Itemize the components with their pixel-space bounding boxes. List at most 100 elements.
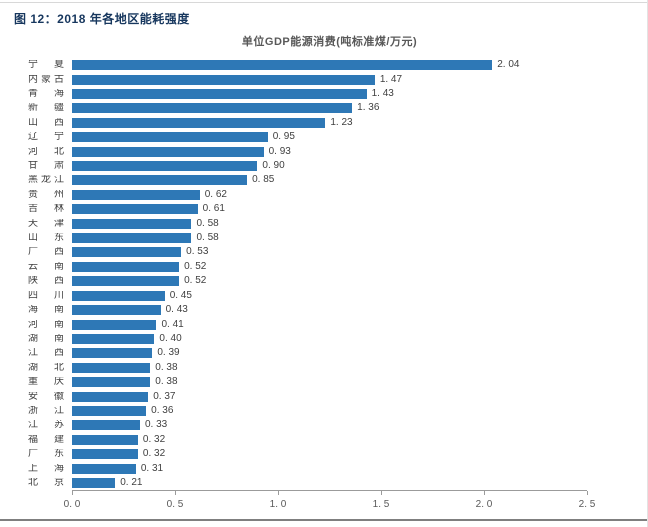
value-label: 0. 62 [204, 188, 227, 200]
category-label: 福建 [28, 434, 64, 445]
bar [72, 161, 258, 172]
bar [72, 333, 155, 344]
category-label: 内蒙古 [28, 74, 64, 85]
x-axis-tick [484, 491, 485, 495]
bar [72, 377, 151, 388]
bar-row: 云南 0. 52 [0, 260, 647, 274]
value-label: 0. 40 [159, 332, 182, 344]
category-label: 北京 [28, 477, 64, 488]
bar [72, 132, 268, 143]
bar-row: 宁夏 2. 04 [0, 58, 647, 72]
x-axis-tick-label: 0. 0 [63, 499, 81, 510]
bar [72, 405, 147, 416]
value-label: 0. 38 [155, 376, 178, 388]
category-label: 广东 [28, 449, 64, 460]
bar [72, 247, 182, 258]
bar-row: 重庆 0. 38 [0, 375, 647, 389]
top-rule [0, 2, 647, 3]
bar [72, 420, 140, 431]
bar [72, 463, 136, 474]
value-label: 1. 36 [357, 102, 380, 114]
category-label: 浙江 [28, 405, 64, 416]
bar-row: 福建 0. 32 [0, 433, 647, 447]
bar-row: 湖南 0. 40 [0, 332, 647, 346]
bar [72, 175, 248, 186]
category-label: 山西 [28, 117, 64, 128]
value-label: 0. 36 [151, 404, 174, 416]
value-label: 1. 23 [330, 116, 353, 128]
bar [72, 449, 138, 460]
value-label: 0. 90 [262, 160, 285, 172]
bar-row: 河北 0. 93 [0, 144, 647, 158]
bar [72, 261, 180, 272]
category-label: 安徽 [28, 391, 64, 402]
bar [72, 477, 116, 488]
bar-row: 山西 1. 23 [0, 116, 647, 130]
value-label: 0. 58 [196, 232, 219, 244]
value-label: 0. 31 [140, 462, 164, 474]
bar [72, 218, 192, 229]
bar-row: 辽宁 0. 95 [0, 130, 647, 144]
bar-row: 青海 1. 43 [0, 87, 647, 101]
x-axis-tick [381, 491, 382, 495]
value-label: 0. 52 [184, 260, 207, 272]
bar-row: 北京 0. 21 [0, 476, 647, 490]
category-label: 上海 [28, 463, 64, 474]
x-axis-tick [278, 491, 279, 495]
x-axis-tick-label: 1. 5 [372, 499, 390, 510]
bar [72, 348, 153, 359]
category-label: 江西 [28, 348, 64, 359]
bar [72, 189, 200, 200]
value-label: 0. 85 [252, 174, 275, 186]
category-label: 河南 [28, 319, 64, 330]
x-axis: 0. 0 0. 5 1. 0 1. 5 2. 0 2. 5 [64, 490, 595, 510]
bar [72, 233, 192, 244]
bar-row: 吉林 0. 61 [0, 202, 647, 216]
value-label: 0. 37 [153, 390, 176, 402]
bar [72, 146, 264, 157]
bar [72, 305, 161, 316]
category-label: 江苏 [28, 420, 64, 431]
value-label: 0. 95 [272, 131, 295, 143]
value-label: 0. 58 [196, 217, 219, 229]
value-label: 0. 52 [184, 275, 207, 287]
bar-row: 海南 0. 43 [0, 303, 647, 317]
x-axis-line [72, 490, 587, 491]
bar [72, 60, 493, 71]
value-label: 0. 61 [202, 203, 225, 215]
category-label: 湖南 [28, 333, 64, 344]
x-axis-tick [175, 491, 176, 495]
bar [72, 362, 151, 373]
category-label: 黑龙江 [28, 175, 64, 186]
value-label: 0. 33 [144, 419, 168, 431]
value-label: 2. 04 [497, 59, 520, 71]
value-label: 0. 93 [268, 145, 291, 157]
category-label: 海南 [28, 305, 64, 316]
bar [72, 204, 198, 215]
value-label: 0. 45 [169, 289, 192, 301]
value-label: 0. 21 [120, 476, 143, 488]
bar [72, 434, 138, 445]
category-label: 广西 [28, 247, 64, 258]
bar-row: 浙江 0. 36 [0, 404, 647, 418]
bar-row: 广东 0. 32 [0, 447, 647, 461]
value-label: 0. 32 [142, 448, 166, 460]
x-axis-tick-label: 2. 0 [475, 499, 493, 510]
value-label: 0. 39 [157, 347, 180, 359]
category-label: 吉林 [28, 204, 64, 215]
bar-row: 天津 0. 58 [0, 216, 647, 230]
bar-row: 安徽 0. 37 [0, 389, 647, 403]
bar [72, 290, 165, 301]
bar [72, 319, 157, 330]
bar-chart: 宁夏 2. 04 内蒙古 1. 47 青海 1. 43 新疆 1. 36 山西 1. 23 辽宁 0.… [0, 58, 647, 490]
bar [72, 391, 149, 402]
chart-title: 单位GDP能源消费(吨标准煤/万元) [241, 36, 418, 48]
bar-row: 河南 0. 41 [0, 317, 647, 331]
bar-row: 上海 0. 31 [0, 461, 647, 475]
bar [72, 117, 326, 128]
bar-row: 黑龙江 0. 85 [0, 173, 647, 187]
bar [72, 103, 353, 114]
bar-row: 山东 0. 58 [0, 231, 647, 245]
bar [72, 276, 180, 287]
bar-row: 新疆 1. 36 [0, 101, 647, 115]
